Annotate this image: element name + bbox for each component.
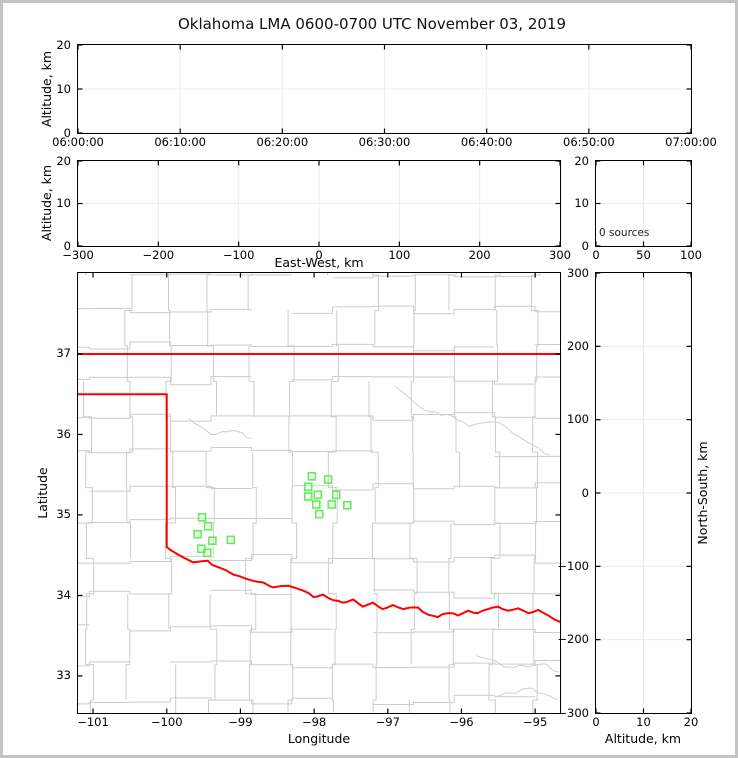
lma-station-marker	[331, 490, 341, 499]
river-lines	[187, 385, 559, 700]
county-boundaries	[77, 272, 560, 713]
lma-station-marker	[326, 499, 336, 509]
x-tick-label: 0	[592, 248, 600, 262]
xlabel-longitude: Longitude	[287, 731, 351, 746]
x-tick-label: 06:00:00	[52, 135, 104, 149]
y-tick-label: 37	[56, 346, 71, 360]
panel-northsouth-vs-altitude	[594, 271, 692, 714]
x-tick-label: 50	[636, 248, 651, 262]
x-tick-label: 0	[592, 715, 600, 729]
x-tick-label: 07:00:00	[665, 135, 717, 149]
panel-altitude-vs-time	[76, 43, 692, 134]
sources-count-annotation: 0 sources	[599, 227, 650, 239]
lma-station-marker	[312, 490, 322, 499]
y-tick-label: 0	[581, 486, 589, 500]
y-tick-label: 0	[63, 126, 71, 140]
lma-station-marker	[303, 491, 313, 501]
y-tick-label: 20	[574, 154, 589, 168]
x-tick-label: 06:30:00	[358, 135, 411, 149]
y-tick-label: 0	[63, 239, 71, 253]
panel-altitude-vs-eastwest	[76, 159, 561, 247]
x-tick-label: 06:50:00	[563, 135, 615, 149]
y-tick-label: −200	[557, 632, 589, 646]
ylabel-latitude: Latitude	[35, 467, 50, 519]
y-tick-label: 300	[567, 266, 589, 280]
lma-station-marker	[311, 499, 321, 509]
x-tick-label: −300	[62, 248, 94, 262]
x-tick-label: 06:40:00	[460, 135, 513, 149]
lma-station-marker	[207, 535, 217, 545]
lma-station-marker	[226, 535, 235, 544]
lma-station-marker	[202, 547, 212, 557]
x-tick-label: −99	[228, 715, 253, 729]
x-tick-label: −100	[150, 715, 183, 729]
y-tick-label: 10	[56, 82, 71, 96]
y-tick-label: 10	[56, 196, 71, 210]
x-tick-label: −100	[222, 248, 255, 262]
oklahoma-state-border	[77, 352, 560, 623]
y-tick-label: 20	[56, 38, 71, 52]
lma-station-marker	[323, 474, 332, 484]
y-tick-label: 20	[56, 154, 71, 168]
y-tick-label: −300	[557, 706, 589, 720]
x-tick-label: 100	[388, 248, 411, 262]
x-tick-label: 10	[636, 715, 651, 729]
x-tick-label: 100	[680, 248, 702, 262]
lma-station-markers	[192, 471, 352, 557]
x-tick-label: 300	[549, 248, 571, 262]
lma-station-marker	[303, 481, 313, 491]
ylabel-northsouth: North-South, km	[695, 441, 710, 545]
lma-station-marker	[307, 471, 316, 481]
xlabel-altitude-right: Altitude, km	[604, 731, 682, 746]
y-tick-label: 36	[56, 427, 71, 441]
x-tick-label: 20	[683, 715, 699, 729]
x-tick-label: −200	[142, 248, 175, 262]
y-tick-label: 34	[56, 588, 71, 602]
panel-plan-view-map	[76, 271, 561, 714]
y-tick-label: 33	[56, 668, 71, 682]
x-tick-label: −98	[301, 715, 327, 729]
y-tick-label: 100	[567, 412, 589, 426]
y-tick-label: 0	[581, 239, 589, 253]
lma-station-marker	[197, 512, 206, 522]
x-tick-label: 0	[315, 248, 323, 262]
lma-station-marker	[342, 500, 352, 510]
figure-title: Oklahoma LMA 0600-0700 UTC November 03, …	[177, 15, 567, 33]
x-tick-label: −97	[375, 715, 400, 729]
panel-altitude-histogram	[594, 159, 692, 247]
lma-station-marker	[203, 521, 212, 530]
x-tick-label: 200	[468, 248, 491, 262]
lma-station-marker	[192, 529, 202, 539]
y-tick-label: 200	[567, 339, 589, 353]
x-tick-label: −95	[523, 715, 548, 729]
x-tick-label: −96	[449, 715, 474, 729]
x-tick-label: 06:10:00	[154, 135, 206, 149]
x-tick-label: −101	[77, 715, 109, 729]
y-tick-label: −100	[557, 559, 589, 573]
x-tick-label: 06:20:00	[256, 135, 309, 149]
xlabel-eastwest: East-West, km	[274, 255, 364, 270]
lma-station-marker	[314, 509, 324, 518]
y-tick-label: 10	[574, 196, 589, 210]
y-tick-label: 35	[56, 507, 71, 521]
